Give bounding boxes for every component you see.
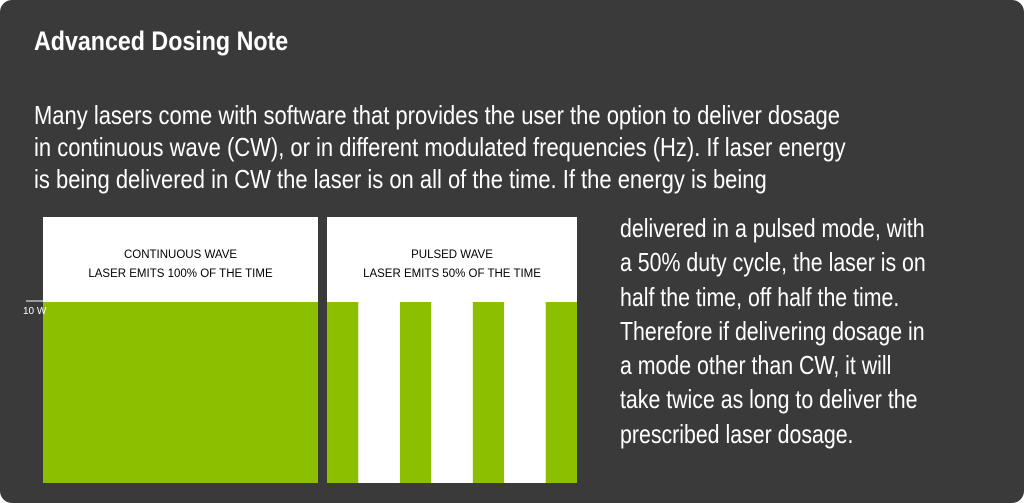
- pulse-on-segment: [472, 302, 505, 483]
- intro-paragraph: Many lasers come with software that prov…: [34, 99, 846, 195]
- pulse-on-segment: [327, 302, 359, 483]
- pulse-on-segment: [399, 302, 432, 483]
- note-title: Advanced Dosing Note: [34, 26, 289, 56]
- continuous-wave-panel: CONTINUOUS WAVE LASER EMITS 100% OF THE …: [43, 217, 318, 483]
- side-line: prescribed laser dosage.: [620, 418, 854, 449]
- pulse-group: [327, 302, 577, 483]
- waveform-diagram: CONTINUOUS WAVE LASER EMITS 100% OF THE …: [23, 217, 577, 483]
- side-paragraph: delivered in a pulsed mode, with a 50% d…: [620, 211, 926, 451]
- side-line: half the time, off half the time.: [620, 281, 900, 312]
- continuous-wave-heading: CONTINUOUS WAVE: [124, 249, 237, 261]
- intro-line: Many lasers come with software that prov…: [34, 100, 840, 130]
- intro-line: in continuous wave (CW), or in different…: [34, 132, 846, 162]
- pulsed-wave-subheading: LASER EMITS 50% OF THE TIME: [363, 268, 541, 280]
- side-line: a 50% duty cycle, the laser is on: [620, 247, 926, 278]
- side-line: delivered in a pulsed mode, with: [620, 213, 925, 243]
- side-line: Therefore if delivering dosage in: [620, 315, 925, 346]
- continuous-wave-subheading: LASER EMITS 100% OF THE TIME: [88, 268, 273, 280]
- continuous-on-region: [43, 302, 318, 483]
- intro-line: is being delivered in CW the laser is on…: [34, 164, 767, 194]
- pulsed-panel-background: [327, 217, 577, 483]
- side-line: take twice as long to deliver the: [620, 384, 918, 415]
- pulse-on-segment: [545, 302, 577, 483]
- side-line: a mode other than CW, it will: [620, 350, 892, 381]
- pulsed-wave-heading: PULSED WAVE: [411, 249, 493, 261]
- pulsed-wave-panel: PULSED WAVE LASER EMITS 50% OF THE TIME: [327, 217, 577, 483]
- power-reference-label: 10 W: [23, 306, 47, 317]
